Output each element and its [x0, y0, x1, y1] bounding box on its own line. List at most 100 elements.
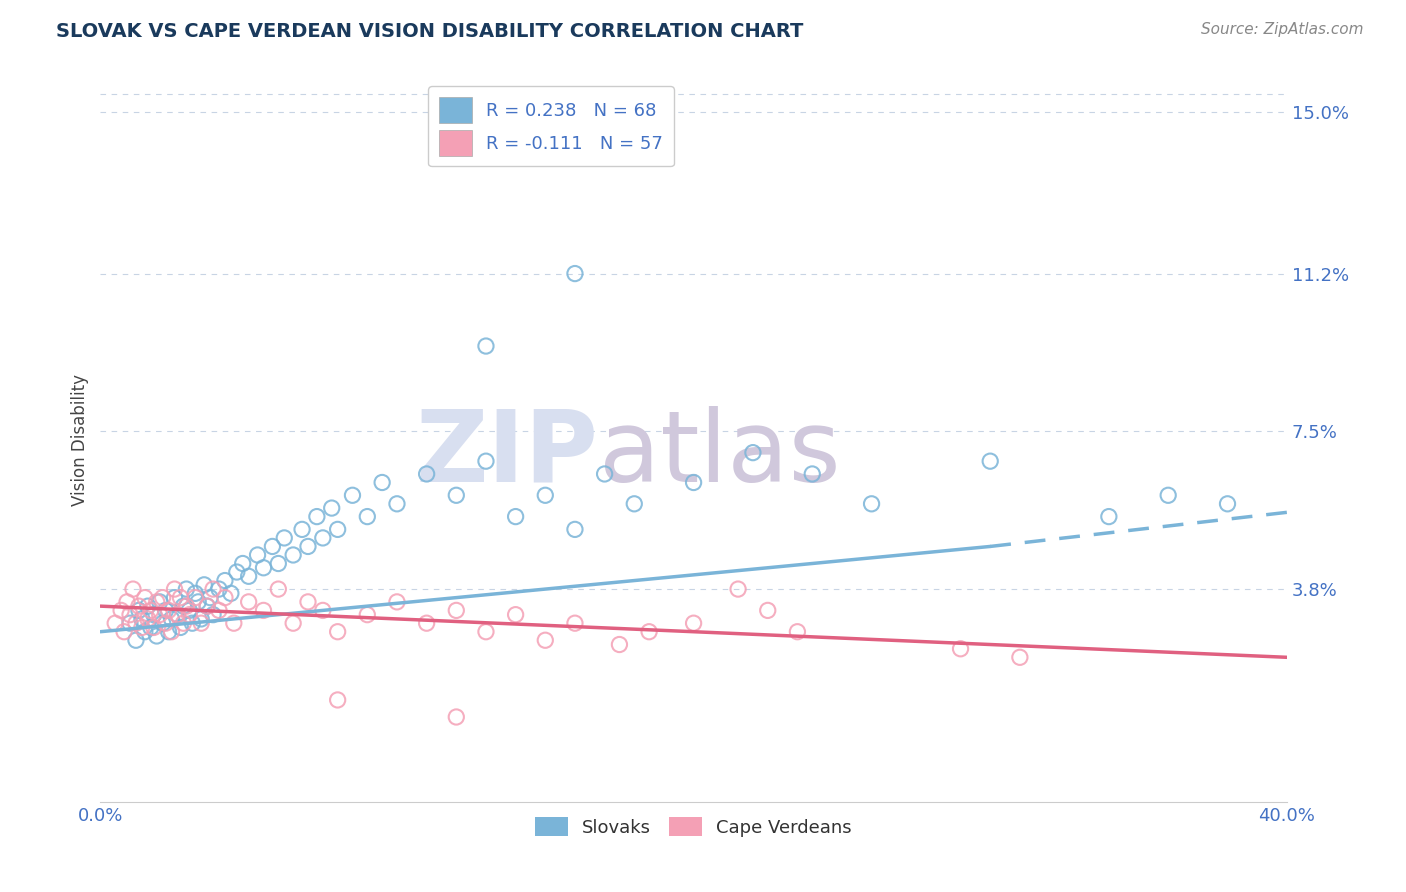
Point — [252, 561, 274, 575]
Y-axis label: Vision Disability: Vision Disability — [72, 374, 89, 506]
Point — [356, 607, 378, 622]
Point — [193, 578, 215, 592]
Point — [415, 467, 437, 481]
Point — [142, 620, 165, 634]
Text: SLOVAK VS CAPE VERDEAN VISION DISABILITY CORRELATION CHART: SLOVAK VS CAPE VERDEAN VISION DISABILITY… — [56, 22, 804, 41]
Point — [131, 620, 153, 634]
Point — [128, 603, 150, 617]
Point — [122, 582, 145, 596]
Point — [297, 540, 319, 554]
Point — [326, 624, 349, 639]
Point — [475, 454, 498, 468]
Point — [208, 582, 231, 596]
Point — [1157, 488, 1180, 502]
Point — [786, 624, 808, 639]
Legend: Slovaks, Cape Verdeans: Slovaks, Cape Verdeans — [529, 810, 859, 844]
Point — [305, 509, 328, 524]
Point — [283, 616, 305, 631]
Point — [860, 497, 883, 511]
Point — [152, 616, 174, 631]
Point — [142, 607, 165, 622]
Point — [609, 638, 631, 652]
Point — [112, 624, 135, 639]
Point — [110, 603, 132, 617]
Point — [104, 616, 127, 631]
Point — [157, 603, 180, 617]
Point — [564, 616, 586, 631]
Point — [179, 607, 201, 622]
Point — [219, 586, 242, 600]
Point — [564, 522, 586, 536]
Point — [297, 595, 319, 609]
Point — [115, 595, 138, 609]
Point — [163, 582, 186, 596]
Point — [742, 445, 765, 459]
Point — [593, 467, 616, 481]
Point — [225, 565, 247, 579]
Point — [157, 624, 180, 639]
Point — [979, 454, 1001, 468]
Point — [385, 595, 408, 609]
Point — [342, 488, 364, 502]
Point — [246, 548, 269, 562]
Point — [118, 616, 141, 631]
Point — [534, 488, 557, 502]
Point — [136, 599, 159, 614]
Point — [136, 612, 159, 626]
Point — [214, 574, 236, 588]
Point — [202, 607, 225, 622]
Point — [190, 612, 212, 626]
Text: atlas: atlas — [599, 406, 841, 503]
Point — [756, 603, 779, 617]
Point — [155, 616, 177, 631]
Point — [505, 509, 527, 524]
Point — [564, 267, 586, 281]
Point — [682, 616, 704, 631]
Point — [166, 607, 188, 622]
Point — [356, 509, 378, 524]
Point — [163, 591, 186, 605]
Point — [187, 595, 209, 609]
Point — [326, 522, 349, 536]
Point — [252, 603, 274, 617]
Point — [801, 467, 824, 481]
Point — [238, 569, 260, 583]
Point — [145, 595, 167, 609]
Point — [139, 620, 162, 634]
Point — [415, 616, 437, 631]
Point — [202, 582, 225, 596]
Point — [312, 531, 335, 545]
Point — [1098, 509, 1121, 524]
Point — [475, 624, 498, 639]
Point — [155, 603, 177, 617]
Point — [446, 488, 468, 502]
Point — [160, 612, 183, 626]
Point — [195, 599, 218, 614]
Point — [166, 607, 188, 622]
Point — [172, 616, 194, 631]
Point — [312, 603, 335, 617]
Point — [118, 607, 141, 622]
Point — [1216, 497, 1239, 511]
Point — [128, 599, 150, 614]
Point — [238, 595, 260, 609]
Point — [149, 595, 172, 609]
Point — [172, 599, 194, 614]
Text: ZIP: ZIP — [416, 406, 599, 503]
Point — [267, 557, 290, 571]
Point — [291, 522, 314, 536]
Point — [623, 497, 645, 511]
Point — [682, 475, 704, 490]
Point — [149, 607, 172, 622]
Point — [534, 633, 557, 648]
Point — [638, 624, 661, 639]
Point — [160, 624, 183, 639]
Point — [145, 629, 167, 643]
Point — [214, 591, 236, 605]
Point — [179, 603, 201, 617]
Point — [949, 641, 972, 656]
Point — [198, 591, 221, 605]
Point — [184, 591, 207, 605]
Point — [262, 540, 284, 554]
Point — [125, 616, 148, 631]
